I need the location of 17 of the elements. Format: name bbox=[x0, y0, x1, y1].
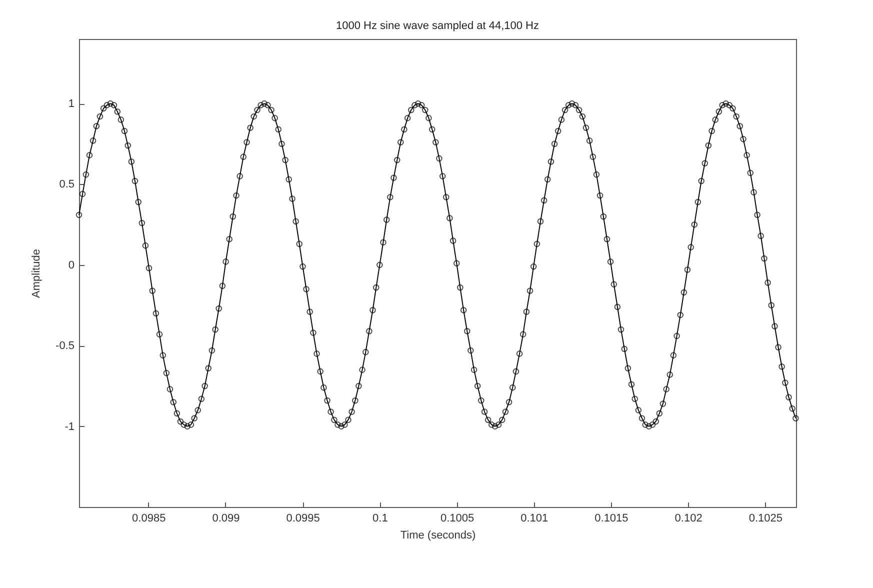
y-tick-label: 0 bbox=[68, 259, 74, 272]
x-tick-label: 0.0995 bbox=[286, 512, 320, 524]
y-tick-label: 0.5 bbox=[59, 178, 74, 191]
x-tick-label: 0.099 bbox=[212, 512, 240, 524]
chart-title: 1000 Hz sine wave sampled at 44,100 Hz bbox=[336, 20, 540, 32]
x-tick-label: 0.102 bbox=[674, 512, 702, 524]
x-tick-label: 0.1015 bbox=[594, 512, 628, 524]
x-tick-label: 0.0985 bbox=[132, 512, 166, 524]
y-tick-label: -1 bbox=[64, 420, 74, 433]
y-axis-title: Amplitude bbox=[30, 249, 43, 298]
x-tick-label: 0.1 bbox=[372, 512, 388, 524]
x-axis-title: Time (seconds) bbox=[400, 530, 476, 542]
y-tick-label: -0.5 bbox=[56, 340, 74, 352]
x-tick-label: 0.101 bbox=[520, 512, 548, 524]
y-tick-label: 1 bbox=[68, 98, 74, 110]
x-tick-label: 0.1025 bbox=[748, 512, 782, 524]
x-tick-label: 0.1005 bbox=[440, 512, 474, 524]
